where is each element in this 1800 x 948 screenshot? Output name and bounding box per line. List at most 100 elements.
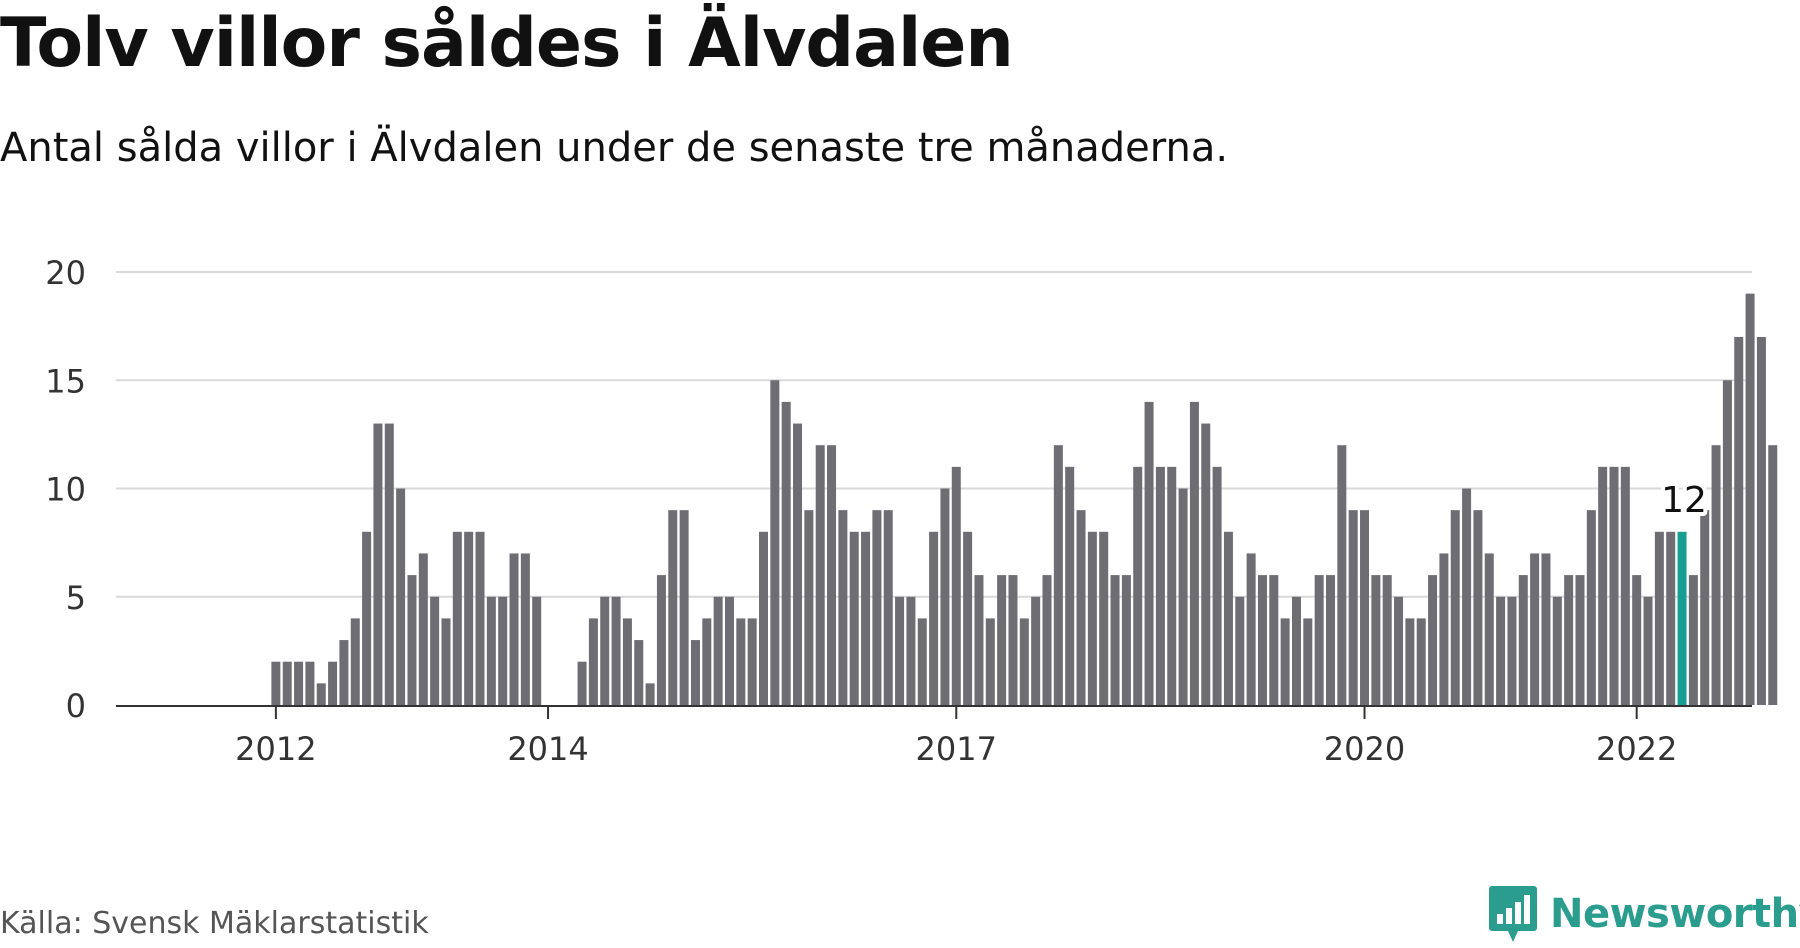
bar — [316, 683, 326, 705]
chart-subtitle: Antal sålda villor i Älvdalen under de s… — [0, 125, 1229, 171]
bar — [793, 423, 803, 705]
bar — [1042, 575, 1052, 705]
bar — [1496, 596, 1506, 705]
bar — [1768, 445, 1778, 705]
bar — [452, 531, 462, 705]
bar — [1745, 293, 1755, 705]
bar — [588, 618, 598, 705]
bar — [1507, 596, 1517, 705]
bar — [373, 423, 383, 705]
newsworthy-logo: Newsworthy — [1488, 884, 1800, 944]
bar — [883, 510, 893, 705]
bar — [770, 380, 780, 705]
bar — [1269, 575, 1279, 705]
bar — [1076, 510, 1086, 705]
bar — [1360, 510, 1370, 705]
bar — [1178, 488, 1188, 705]
bar — [895, 596, 905, 705]
bar — [305, 661, 315, 705]
bar — [1756, 336, 1766, 705]
bar — [1008, 575, 1018, 705]
bar — [1053, 445, 1063, 705]
bar — [827, 445, 837, 705]
bar — [1518, 575, 1528, 705]
x-tick-label: 2020 — [1324, 730, 1405, 768]
y-tick-label: 0 — [66, 687, 86, 725]
bar — [1722, 380, 1732, 705]
bar — [600, 596, 610, 705]
bar — [532, 596, 542, 705]
bar — [498, 596, 508, 705]
bar-chart-speech-bubble-icon — [1489, 886, 1537, 942]
bar — [271, 661, 281, 705]
bar — [645, 683, 655, 705]
bar — [1439, 553, 1449, 705]
bar — [475, 531, 485, 705]
bar — [1212, 466, 1222, 705]
bar — [804, 510, 814, 705]
bar-highlight — [1677, 531, 1687, 705]
bar — [713, 596, 723, 705]
bar — [917, 618, 927, 705]
y-tick-label: 15 — [45, 362, 86, 400]
x-tick-label: 2014 — [507, 730, 588, 768]
bar — [1110, 575, 1120, 705]
bar — [1201, 423, 1211, 705]
bar — [1065, 466, 1075, 705]
bar — [1462, 488, 1472, 705]
bar — [282, 661, 292, 705]
bar — [1087, 531, 1097, 705]
bar — [861, 531, 871, 705]
bar — [1155, 466, 1165, 705]
bar — [872, 510, 882, 705]
bar — [679, 510, 689, 705]
bar — [906, 596, 916, 705]
bar — [294, 661, 304, 705]
bar — [759, 531, 768, 705]
bar — [350, 618, 360, 705]
bar — [1121, 575, 1131, 705]
bar — [1348, 510, 1358, 705]
chart-title: Tolv villor såldes i Älvdalen — [0, 4, 1014, 83]
bar — [634, 640, 644, 705]
bar — [849, 531, 859, 705]
bar — [724, 596, 734, 705]
bar — [1711, 445, 1721, 705]
bar — [1552, 596, 1562, 705]
bar — [781, 401, 791, 705]
x-tick-label: 2017 — [916, 730, 997, 768]
bar — [1530, 553, 1540, 705]
bar — [1144, 401, 1154, 705]
bar — [1666, 531, 1676, 705]
bar — [974, 575, 984, 705]
bar — [1632, 575, 1642, 705]
bar — [622, 618, 632, 705]
bar — [929, 531, 939, 705]
x-tick-label: 2022 — [1596, 730, 1677, 768]
bar — [1246, 553, 1256, 705]
bar — [1291, 596, 1301, 705]
bar — [509, 553, 519, 705]
bar-chart: 0 5 10 15 20 2012 2014 2017 2020 2022 12 — [45, 254, 1778, 768]
bar — [1189, 401, 1199, 705]
bar — [702, 618, 712, 705]
bar — [1371, 575, 1381, 705]
bar — [1303, 618, 1313, 705]
bar — [1586, 510, 1596, 705]
bars — [271, 293, 1778, 705]
bar — [384, 423, 394, 705]
bar — [486, 596, 496, 705]
bar — [418, 553, 428, 705]
bar — [940, 488, 950, 705]
bar — [1019, 618, 1029, 705]
bar — [1450, 510, 1460, 705]
bar — [747, 618, 757, 705]
bar — [430, 596, 440, 705]
source-note: Källa: Svensk Mäklarstatistik — [0, 906, 429, 941]
bar — [1337, 445, 1347, 705]
bar — [1598, 466, 1608, 705]
x-tick-label: 2012 — [235, 730, 316, 768]
bar — [407, 575, 417, 705]
bar — [1643, 596, 1653, 705]
bar — [1564, 575, 1574, 705]
